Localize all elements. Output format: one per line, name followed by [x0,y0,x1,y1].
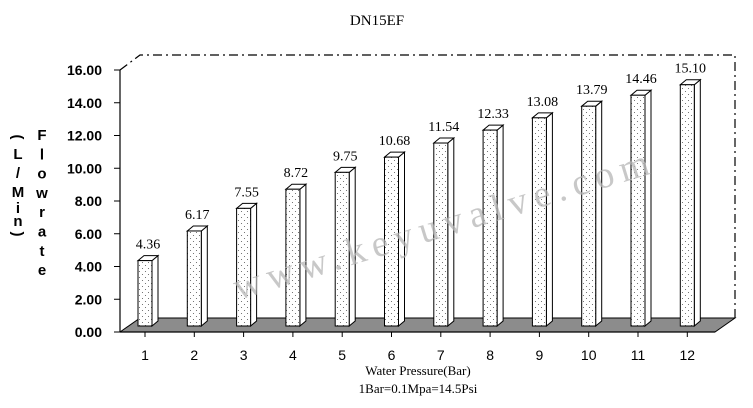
y-axis-label-char: F [37,127,46,144]
bar: 13.79 [576,83,608,328]
bar-side [545,111,553,328]
x-axis-note: 1Bar=0.1Mpa=14.5Psi [359,381,478,396]
bar-value-label: 15.10 [675,62,707,77]
bar: 8.72 [284,166,309,328]
y-axis-unit-char: L [13,146,22,163]
y-axis-label-char: e [38,262,46,279]
bar-front [433,142,449,327]
bar-value-label: 7.55 [234,185,259,200]
y-axis-label-char: l [40,146,44,163]
bar-side [644,89,652,328]
y-tick-label: 14.00 [67,95,102,111]
bar-side [151,254,159,328]
y-axis-label-char: t [40,243,45,260]
bar-value-label: 11.54 [428,120,459,135]
y-tick-label: 12.00 [67,128,102,144]
x-axis-label: Water Pressure(Bar) [365,363,470,378]
x-tick-label: 2 [190,347,198,363]
y-axis-unit-char: i [16,200,20,217]
y-tick-label: 6.00 [75,226,102,242]
y-axis-unit-char: ( [9,135,26,140]
bar-front [137,260,153,327]
y-tick-label: 8.00 [75,193,102,209]
bar-side [693,78,701,328]
y-axis-label-char: w [35,185,48,202]
bar-value-label: 8.72 [284,166,309,181]
bar-value-label: 9.75 [333,149,358,164]
bar-value-label: 4.36 [136,238,161,253]
y-tick-label: 10.00 [67,160,102,176]
bar: 14.46 [625,72,657,328]
x-tick-label: 6 [388,347,396,363]
bar-value-label: 13.08 [527,95,559,110]
y-tick-label: 4.00 [75,259,102,275]
y-tick-label: 16.00 [67,62,102,78]
x-tick-label: 12 [680,347,696,363]
bar-front [285,188,301,327]
bar: 7.55 [234,185,259,328]
bar-series: 4.36 6.17 7.55 8.72 9.75 10.68 11.54 12.33 13.08… [136,62,707,328]
bar-value-label: 12.33 [477,107,509,122]
x-tick-label: 4 [289,347,297,363]
x-tick-label: 11 [631,347,646,363]
bar-front [236,207,252,327]
y-tick-label: 0.00 [75,324,102,340]
y-tick-labels: 0.00 2.00 4.00 6.00 8.00 10.00 12.00 14.00 16.00 [67,62,120,340]
x-tick-label: 1 [141,347,149,363]
bar-value-label: 14.46 [625,72,657,87]
bar-side [595,100,603,328]
bar: 13.08 [527,95,559,328]
y-axis-label-char: a [38,224,47,241]
x-tick-label: 7 [437,347,445,363]
y-axis-unit-char: M [12,184,25,201]
y-axis-label-char: r [39,204,45,221]
y-axis-unit-char: n [13,213,22,230]
y-axis-unit-label: ( L / Min) [9,135,26,237]
bar-front [384,156,399,327]
bar-front [482,129,498,327]
bar-front [630,94,646,327]
bar-value-label: 6.17 [185,208,210,223]
x-tick-label: 3 [240,347,248,363]
x-tick-label: 8 [486,347,494,363]
bar: 12.33 [477,107,509,328]
x-tick-label: 10 [581,347,597,363]
y-axis-unit-char: ) [9,232,26,237]
y-axis-label-char: o [37,166,46,183]
bar-front [581,105,597,327]
x-tick-label: 9 [536,347,544,363]
x-tick-label: 5 [338,347,346,363]
bar-side [200,224,208,328]
bar-value-label: 10.68 [379,134,411,149]
bar: 6.17 [185,208,210,328]
bar-value-label: 13.79 [576,83,608,98]
y-tick-label: 2.00 [75,291,102,307]
bar: 15.10 [675,62,707,328]
bar: 4.36 [136,238,161,328]
bar: 11.54 [428,120,459,328]
bar-front [186,230,202,327]
chart-title: DN15EF [350,13,404,29]
bar: 10.68 [379,134,411,328]
bar: 9.75 [333,149,358,328]
x-tick-labels: 1 2 3 4 5 6 7 8 9 10 11 12 [141,332,695,363]
bar-front [679,84,695,327]
y-axis-unit-char: / [16,165,21,182]
bar-front [531,117,547,327]
bar-front [334,171,350,327]
